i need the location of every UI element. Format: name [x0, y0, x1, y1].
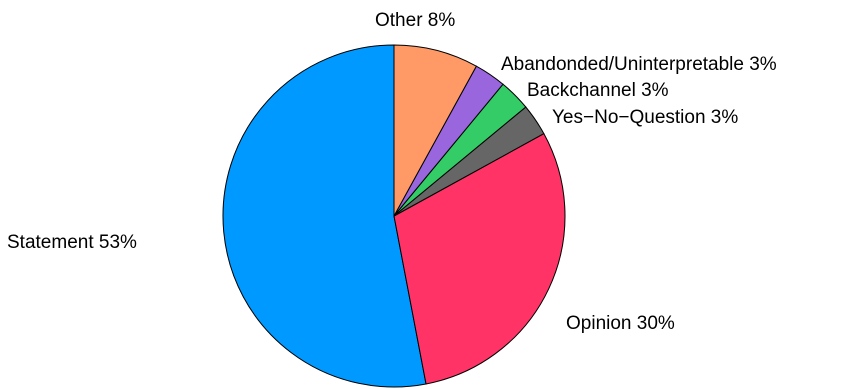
pie-label-opinion: Opinion 30% [566, 313, 675, 334]
pie-label-yes-no-question: Yes−No−Question 3% [552, 107, 738, 128]
pie-labels: Statement 53% Opinion 30% Yes−No−Question … [7, 10, 777, 334]
pie-label-other: Other 8% [375, 10, 455, 31]
pie-slice-opinion [393, 132, 566, 385]
pie-slice-statement [222, 44, 427, 388]
pie-label-abandonded-uninterpretable: Abandonded/Uninterpretable 3% [501, 54, 777, 75]
pie-label-statement: Statement 53% [7, 232, 137, 253]
pie-slice-other [393, 44, 478, 217]
pie-label-backchannel: Backchannel 3% [527, 80, 669, 101]
pie-slices [222, 44, 566, 388]
